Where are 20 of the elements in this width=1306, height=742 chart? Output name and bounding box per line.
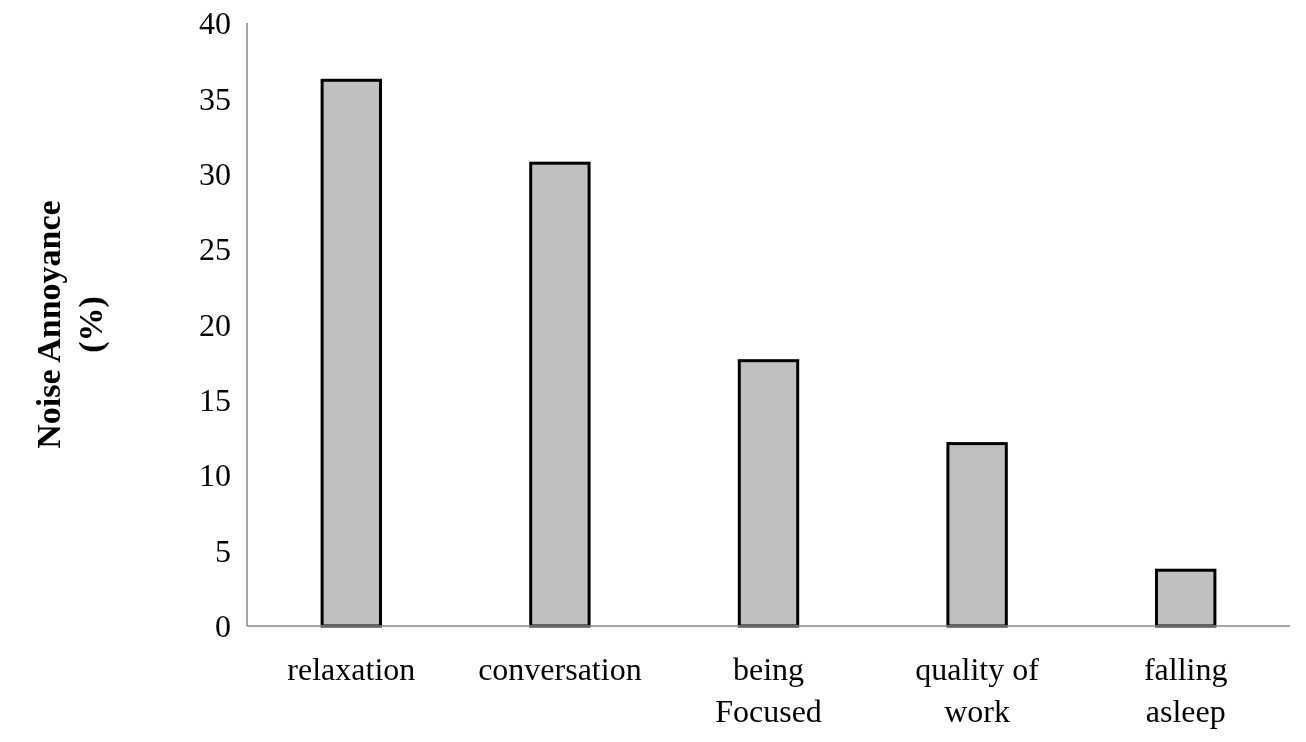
bar (1155, 568, 1217, 628)
y-tick-label: 20 (199, 306, 231, 343)
bar (737, 359, 800, 628)
x-tick-label: quality of work (915, 651, 1040, 729)
x-tick-label: relaxation (287, 651, 416, 687)
bar (320, 78, 382, 628)
y-tick-label: 5 (215, 532, 231, 569)
y-tick-label: 0 (215, 608, 231, 645)
y-tick-label: 15 (199, 382, 231, 419)
y-tick-label: 35 (199, 80, 231, 117)
bar (529, 161, 591, 628)
x-tick-label: being Focused (715, 651, 822, 729)
y-tick-label: 25 (199, 231, 231, 268)
x-tick-label: conversation (478, 651, 642, 687)
y-axis-title: Noise Annoyance (%) (30, 200, 110, 449)
x-tick-label: falling asleep (1143, 651, 1228, 729)
bar (946, 442, 1008, 628)
y-tick-label: 30 (199, 155, 231, 192)
y-tick-label: 10 (199, 457, 231, 494)
y-tick-label: 40 (199, 5, 231, 42)
